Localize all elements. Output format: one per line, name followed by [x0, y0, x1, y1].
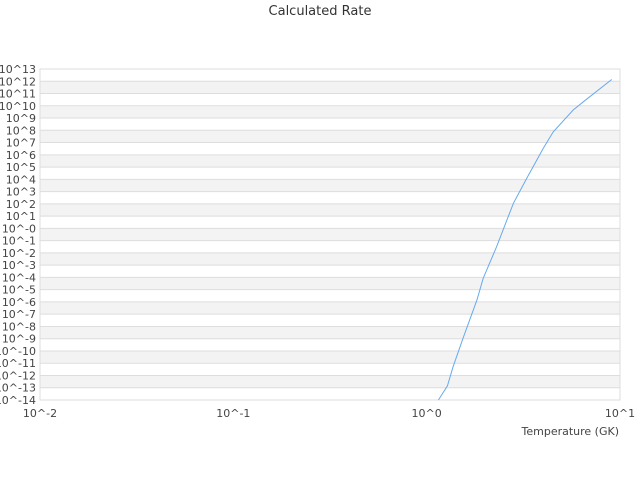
x-tick-label: 10^1: [605, 407, 635, 420]
y-tick-label: 10^-8: [2, 320, 36, 333]
y-tick-label: 10^-1: [2, 235, 36, 248]
y-tick-label: 10^9: [6, 112, 36, 125]
y-tick-label: 10^8: [6, 124, 36, 137]
y-tick-label: 10^13: [0, 63, 36, 76]
y-tick-label: 10^4: [6, 173, 36, 186]
grid-band: [40, 130, 620, 143]
x-tick-label: 10^0: [412, 407, 442, 420]
grid-band: [40, 301, 620, 315]
x-tick-label: 10^-1: [216, 407, 250, 420]
y-tick-label: 10^-11: [0, 357, 36, 370]
grid-band: [40, 203, 620, 217]
y-tick-label: 10^10: [0, 100, 36, 113]
grid-band: [40, 277, 620, 290]
y-tick-label: 10^-14: [0, 394, 36, 407]
y-tick-label: 10^-4: [2, 271, 36, 284]
y-tick-label: 10^1: [6, 210, 36, 223]
grid-band: [40, 326, 620, 339]
x-tick-label: 10^-2: [23, 407, 57, 420]
chart-title: Calculated Rate: [268, 4, 372, 19]
y-tick-label: 10^6: [6, 149, 36, 162]
plot-border: [39, 68, 621, 401]
y-tick-label: 10^12: [0, 75, 36, 88]
grid-band: [40, 154, 620, 168]
grid-band: [40, 228, 620, 241]
series-line: [437, 79, 613, 401]
y-tick-label: 10^-0: [2, 222, 36, 235]
grid-band: [40, 81, 620, 94]
y-tick-label: 10^-5: [2, 284, 36, 297]
y-tick-label: 10^2: [6, 198, 36, 211]
y-tick-label: 10^-13: [0, 382, 36, 395]
y-tick-label: 10^-6: [2, 296, 36, 309]
grid-band: [40, 105, 620, 119]
grid-band: [40, 350, 620, 364]
y-tick-label: 10^-2: [2, 247, 36, 260]
grid-band: [40, 375, 620, 388]
y-tick-label: 10^-12: [0, 369, 36, 382]
grid-band: [40, 179, 620, 192]
y-tick-label: 10^-9: [2, 333, 36, 346]
y-tick-label: 10^-3: [2, 259, 36, 272]
x-axis-label: Temperature (GK): [521, 425, 620, 438]
y-tick-label: 10^7: [6, 137, 36, 150]
y-tick-label: 10^-7: [2, 308, 36, 321]
y-tick-label: 10^-10: [0, 345, 36, 358]
grid-band: [40, 252, 620, 266]
y-tick-label: 10^3: [6, 186, 36, 199]
y-tick-label: 10^5: [6, 161, 36, 174]
y-tick-label: 10^11: [0, 88, 36, 101]
